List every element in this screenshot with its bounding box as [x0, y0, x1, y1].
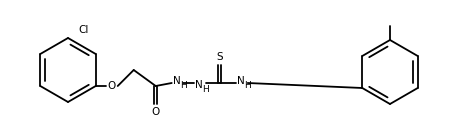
Text: Cl: Cl [78, 25, 88, 35]
Text: N: N [173, 76, 180, 86]
Text: N: N [195, 80, 202, 90]
Text: O: O [108, 81, 116, 91]
Text: H: H [244, 82, 251, 91]
Text: H: H [202, 85, 209, 95]
Text: N: N [237, 76, 245, 86]
Text: S: S [216, 52, 223, 62]
Text: H: H [180, 82, 187, 91]
Text: O: O [152, 107, 160, 117]
